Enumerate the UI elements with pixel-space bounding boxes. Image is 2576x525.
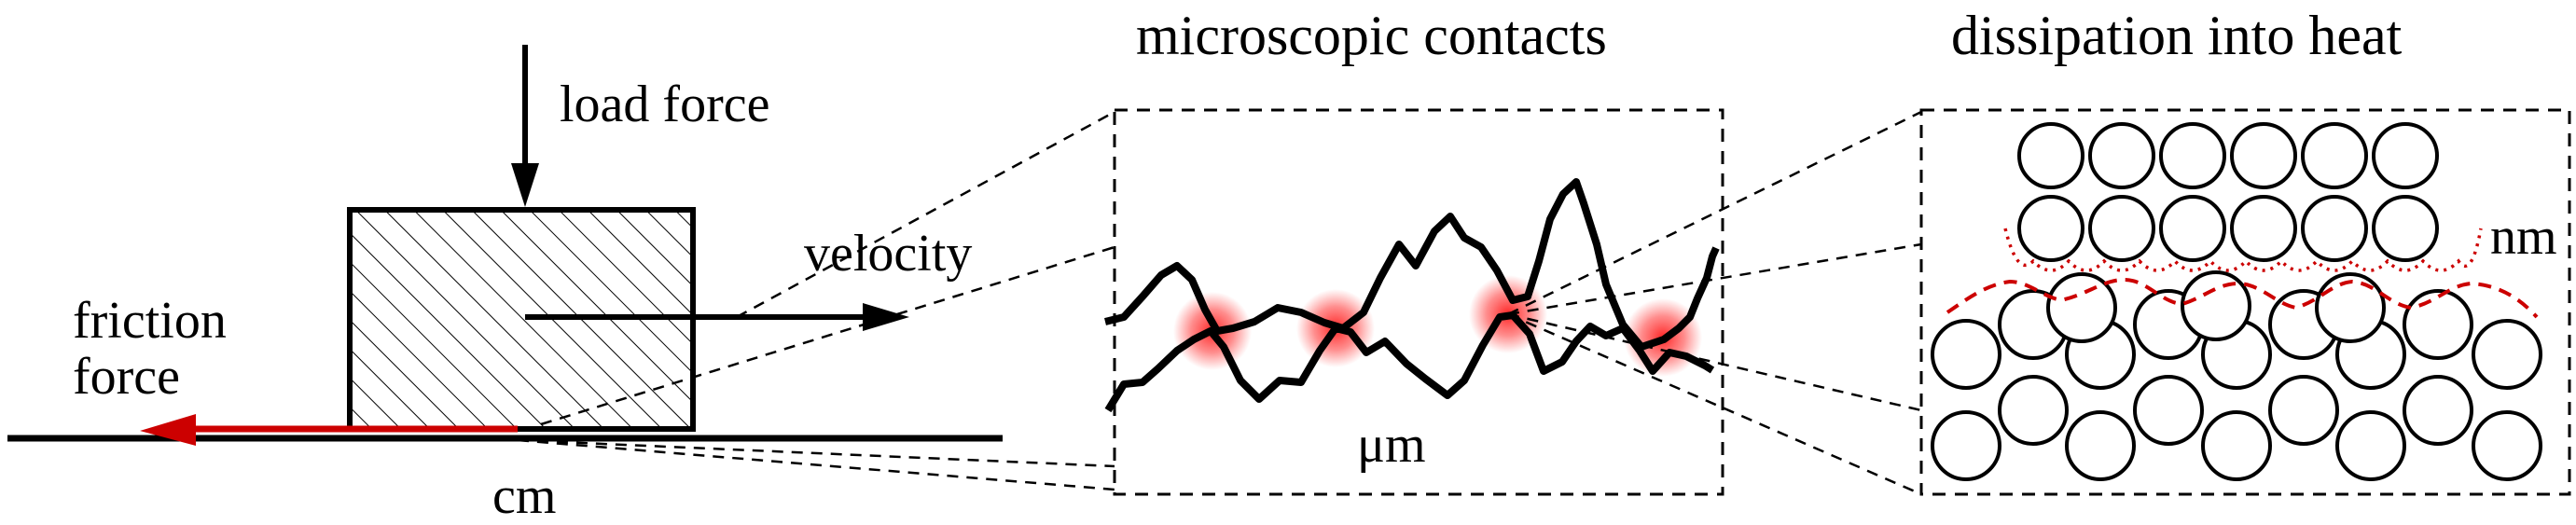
friction-arrow-icon — [140, 414, 518, 446]
atom-circle — [2065, 410, 2136, 481]
interface-dashed-line — [1946, 277, 2539, 319]
nano-title: dissipation into heat — [1951, 5, 2403, 66]
atom-circle — [1931, 319, 2001, 390]
load-arrow-icon — [511, 45, 539, 207]
atom-circle — [2403, 289, 2473, 360]
macro-panel: load force velocity friction force cm — [7, 45, 1003, 525]
atom-circle — [2472, 410, 2542, 481]
atom-circle — [2201, 410, 2272, 481]
atom-circle — [1998, 375, 2069, 446]
nano-frame — [1919, 108, 2571, 496]
nano-panel: dissipation into heat nm — [1919, 5, 2571, 496]
atom-circle — [2268, 375, 2339, 446]
lower-atom-lattice — [1931, 270, 2542, 481]
atom-circle — [2159, 195, 2226, 262]
zoom-lines-1 — [517, 110, 1115, 491]
atom-circle — [2088, 195, 2155, 262]
cm-scale-label: cm — [492, 467, 556, 520]
micro-frame — [1113, 108, 1724, 496]
atom-circle — [2372, 122, 2439, 189]
friction-label-line1: friction — [73, 292, 227, 350]
upper-surface-profile — [1104, 178, 1720, 351]
atom-circle — [2301, 195, 2368, 262]
um-scale-label: μm — [1357, 416, 1426, 474]
lower-surface-profile — [1104, 311, 1715, 413]
interface-dotted-line — [2003, 228, 2483, 272]
nm-scale-label: nm — [2490, 208, 2557, 266]
velocity-label: velocity — [804, 225, 972, 283]
atom-circle — [2230, 122, 2297, 189]
atom-circle — [1931, 410, 2001, 481]
upper-atom-lattice — [2017, 122, 2439, 262]
atom-circle — [2230, 195, 2297, 262]
atom-circle — [2181, 270, 2251, 341]
atom-circle — [2017, 195, 2084, 262]
atom-circle — [2315, 272, 2386, 343]
atom-circle — [2335, 410, 2406, 481]
friction-label-line2: force — [73, 348, 180, 406]
load-force-label: load force — [560, 76, 769, 133]
atom-circle — [2301, 122, 2368, 189]
atom-circle — [2017, 122, 2084, 189]
atom-circle — [2403, 375, 2473, 446]
atom-circle — [2472, 319, 2542, 390]
atom-circle — [2088, 122, 2155, 189]
zoom-lines-2 — [1507, 110, 1922, 496]
atom-circle — [2159, 122, 2226, 189]
micro-panel: microscopic contacts μm — [1104, 5, 1724, 496]
atom-circle — [2133, 375, 2204, 446]
atom-circle — [2046, 272, 2117, 343]
micro-title: microscopic contacts — [1136, 5, 1607, 66]
atom-circle — [2372, 195, 2439, 262]
